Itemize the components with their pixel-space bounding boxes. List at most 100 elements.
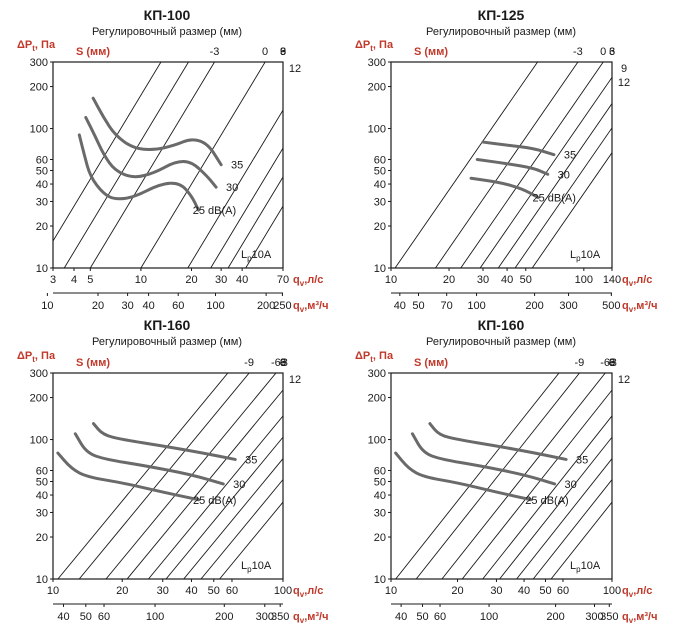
s-line-3 (479, 76, 612, 268)
x-tick-label: 40 (518, 585, 530, 597)
noise-curve-25dBA (469, 176, 540, 200)
y-tick-label: 50 (374, 166, 386, 178)
noise-curve-25dBA (394, 451, 533, 502)
s-line-12 (219, 501, 283, 579)
chart-panel-3: КП-160 Регулировочный размер (мм) ΔPt, Па S… (17, 317, 329, 625)
y-tick-label: 100 (30, 435, 48, 447)
x-tick-label: 50 (539, 585, 551, 597)
y-axis-label: ΔPt, Па (17, 39, 56, 53)
y-tick-label: 60 (36, 465, 48, 477)
s-line-12 (245, 205, 283, 268)
s-line-3 (499, 436, 612, 579)
noise-curve-30 (410, 432, 557, 486)
x2-tick-label: 10 (41, 300, 53, 312)
y-tick-label: 100 (30, 124, 48, 136)
x2-tick-label: 100 (206, 300, 224, 312)
y-tick-label: 40 (374, 179, 386, 191)
chart-panel-1: КП-100 Регулировочный размер (мм) ΔPt, Па S… (17, 7, 329, 314)
s-axis-label: S (мм) (414, 357, 448, 369)
s-tick-label: 6 (280, 46, 286, 58)
y-tick-label: 100 (368, 435, 386, 447)
y-tick-label: 20 (374, 221, 386, 233)
chart-subtitle: Регулировочный размер (мм) (92, 26, 242, 38)
plot-frame (390, 61, 613, 269)
chart-subtitle: Регулировочный размер (мм) (426, 336, 576, 348)
noise-label: 25 dB(A) (525, 495, 568, 507)
plot-frame (390, 372, 613, 580)
x2-tick-label: 500 (602, 300, 620, 312)
chart-panel-2: КП-125 Регулировочный размер (мм) ΔPt, Па S… (355, 7, 658, 314)
chart-title: КП-125 (478, 7, 525, 23)
x2-tick-label: 350 (271, 611, 289, 623)
s-tick-label-extra: 12 (289, 63, 301, 75)
x-tick-label: 10 (385, 585, 397, 597)
y-tick-label: 30 (36, 507, 48, 519)
s-axis-label: S (мм) (76, 46, 110, 58)
s-line--6 (394, 62, 539, 268)
noise-curve-30 (73, 432, 225, 486)
y-tick-label: 10 (36, 574, 48, 586)
noise-curve-30 (475, 157, 550, 176)
s-tick-label: 6 (280, 357, 286, 369)
noise-label: 25 dB(A) (532, 193, 575, 205)
y-tick-label: 10 (36, 263, 48, 275)
s-axis-label: S (мм) (414, 46, 448, 58)
y-tick-label: 30 (374, 507, 386, 519)
y-tick-label: 40 (36, 490, 48, 502)
x2-axis-label: qv,м³/ч (622, 611, 658, 625)
x2-tick-label: 40 (394, 300, 406, 312)
y-tick-label: 200 (368, 82, 386, 94)
x2-tick-label: 350 (600, 611, 618, 623)
chart-subtitle: Регулировочный размер (мм) (92, 336, 242, 348)
x-tick-label: 60 (226, 585, 238, 597)
x2-tick-label: 20 (92, 300, 104, 312)
noise-curve-35 (91, 96, 223, 167)
x-tick-label: 70 (277, 274, 289, 286)
s-tick-label: 0 (262, 46, 268, 58)
y-axis-label: ΔPt, Па (17, 350, 56, 364)
noise-label: 35 (564, 150, 576, 162)
x-tick-label: 40 (185, 585, 197, 597)
x-tick-label: 140 (603, 274, 621, 286)
s-tick-label-extra: 12 (618, 374, 630, 386)
x2-tick-label: 30 (121, 300, 133, 312)
s-tick-label: 9 (280, 357, 286, 369)
x-axis-label: qv,л/с (293, 585, 323, 599)
s-line-0 (482, 415, 612, 579)
x-tick-label: 20 (116, 585, 128, 597)
x-tick-label: 20 (451, 585, 463, 597)
y-tick-label: 300 (30, 368, 48, 380)
x-tick-label: 50 (520, 274, 532, 286)
x-tick-label: 60 (557, 585, 569, 597)
x-tick-label: 30 (490, 585, 502, 597)
s-line-0 (148, 415, 283, 579)
s-line-3 (165, 436, 283, 579)
y-tick-label: 50 (36, 477, 48, 489)
x2-tick-label: 200 (525, 300, 543, 312)
noise-curves (56, 422, 237, 502)
x-tick-label: 30 (477, 274, 489, 286)
s-line-0 (140, 62, 266, 268)
x2-tick-label: 300 (559, 300, 577, 312)
x2-tick-label: 50 (412, 300, 424, 312)
y-tick-label: 300 (368, 57, 386, 69)
s-tick-label: 0 (600, 46, 606, 58)
noise-label: 25 dB(A) (193, 205, 236, 217)
s-lines (53, 62, 283, 268)
x-axis-label: qv,л/с (622, 274, 652, 288)
x2-tick-label: 50 (80, 611, 92, 623)
x2-axis-label: qv,м³/ч (622, 300, 658, 314)
x-tick-label: 10 (385, 274, 397, 286)
s-lines (394, 62, 612, 268)
y-tick-label: 20 (374, 532, 386, 544)
s-line-3 (187, 109, 283, 268)
chart-title: КП-160 (144, 317, 191, 333)
x2-axis-label: qv,м³/ч (293, 611, 329, 625)
plot-frame (52, 372, 284, 580)
y-tick-label: 40 (374, 490, 386, 502)
y-tick-label: 10 (374, 574, 386, 586)
lp-label: Lp10A (241, 560, 272, 574)
